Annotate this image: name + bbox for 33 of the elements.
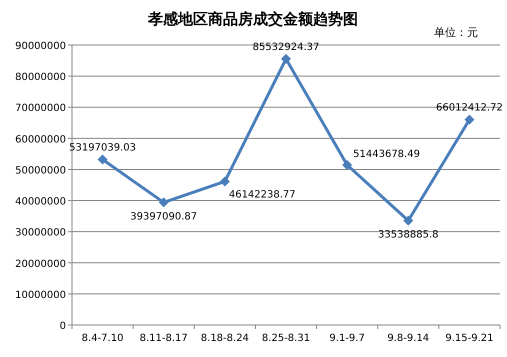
data-label: 66012412.72 [436, 102, 503, 114]
data-label: 39397090.87 [130, 211, 198, 222]
point [403, 216, 414, 226]
point [281, 54, 291, 64]
x-tick-label: 9.1-9.7 [329, 333, 365, 344]
x-tick-label: 8.11-8.17 [140, 333, 188, 344]
data-label: 46142238.77 [228, 189, 296, 200]
text: 单位：元 [434, 26, 478, 39]
data-label: 53197039.03 [69, 142, 136, 154]
x-tick-label: 8.4-7.10 [82, 333, 124, 344]
y-tick-label: 10000000 [15, 290, 66, 301]
point [158, 197, 169, 208]
y-tick-label: 70000000 [15, 103, 66, 114]
data-label: 33538885.8 [378, 230, 439, 241]
chart-title: 孝感地区商品房成交金额趋势图 [147, 10, 358, 28]
y-tick-label: 50000000 [15, 165, 66, 176]
y-tick-label: 0 [60, 321, 66, 332]
data-label: 51443678.49 [353, 148, 420, 160]
x-tick-label: 8.18-8.24 [200, 333, 249, 344]
y-tick-label: 80000000 [15, 72, 66, 84]
y-tick-label: 90000000 [15, 41, 66, 52]
data-label: 85532924.37 [252, 42, 320, 53]
y-tick-label: 30000000 [15, 228, 66, 239]
y-tick-label: 20000000 [15, 258, 66, 270]
x-tick-label: 9.15-9.21 [445, 333, 494, 344]
point [342, 160, 352, 170]
x-tick-label: 8.25-8.31 [262, 333, 310, 344]
y-tick-label: 40000000 [15, 196, 66, 208]
x-tick-label: 9.8-9.14 [387, 333, 430, 344]
point [464, 114, 474, 125]
point [220, 176, 230, 186]
y-tick-label: 60000000 [15, 134, 66, 146]
point [98, 154, 108, 164]
